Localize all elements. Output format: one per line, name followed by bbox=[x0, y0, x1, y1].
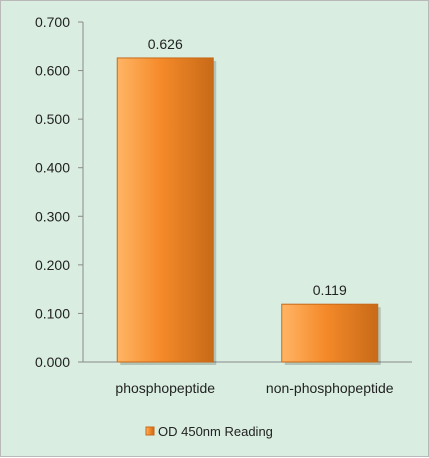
data-label: 0.626 bbox=[148, 36, 183, 52]
y-axis: 0.000 0.100 0.200 0.300 0.400 0.500 0.600 0.700 bbox=[35, 14, 412, 370]
x-axis-labels: phosphopeptide non-phosphopeptide bbox=[115, 380, 393, 396]
legend: OD 450nm Reading bbox=[145, 424, 273, 439]
y-tick-label: 0.100 bbox=[35, 305, 70, 321]
y-tick-label: 0.200 bbox=[35, 257, 70, 273]
category-label: phosphopeptide bbox=[115, 380, 215, 396]
legend-swatch bbox=[145, 426, 155, 436]
bar-non-phosphopeptide bbox=[281, 303, 379, 363]
data-labels: 0.626 0.119 bbox=[148, 36, 347, 298]
legend-label: OD 450nm Reading bbox=[158, 424, 273, 439]
category-label: non-phosphopeptide bbox=[266, 380, 394, 396]
bars bbox=[116, 57, 381, 365]
y-tick-label: 0.400 bbox=[35, 160, 70, 176]
y-tick-label: 0.000 bbox=[35, 354, 70, 370]
y-tick-label: 0.700 bbox=[35, 14, 70, 30]
y-tick-label: 0.600 bbox=[35, 63, 70, 79]
bar-phosphopeptide bbox=[116, 57, 214, 363]
data-label: 0.119 bbox=[313, 282, 347, 298]
y-tick-label: 0.300 bbox=[35, 208, 70, 224]
y-tick-label: 0.500 bbox=[35, 111, 70, 127]
